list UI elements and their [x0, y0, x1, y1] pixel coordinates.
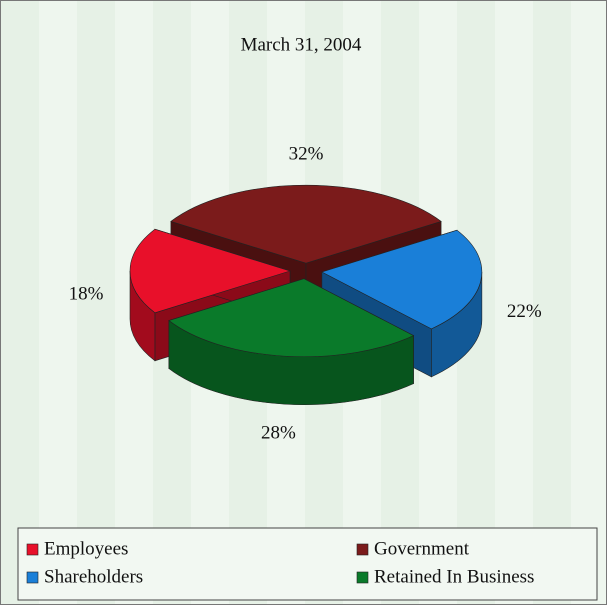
legend-swatch [356, 543, 369, 556]
slice [170, 184, 442, 264]
legend-label: Shareholders [44, 566, 143, 587]
data-label: 32% [289, 143, 324, 164]
slice [168, 278, 415, 358]
legend-label: Retained In Business [374, 566, 534, 587]
legend-swatch [26, 571, 39, 584]
legend-swatch [356, 571, 369, 584]
data-label: 28% [261, 422, 296, 443]
legend-label: Government [374, 538, 470, 559]
data-label: 22% [507, 301, 542, 322]
legend-box [17, 527, 598, 601]
legend-swatch [26, 543, 39, 556]
data-label: 18% [69, 283, 104, 304]
legend-label: Employees [44, 538, 128, 559]
slice [321, 229, 483, 330]
chart-title: March 31, 2004 [241, 34, 362, 55]
slice [129, 228, 292, 314]
